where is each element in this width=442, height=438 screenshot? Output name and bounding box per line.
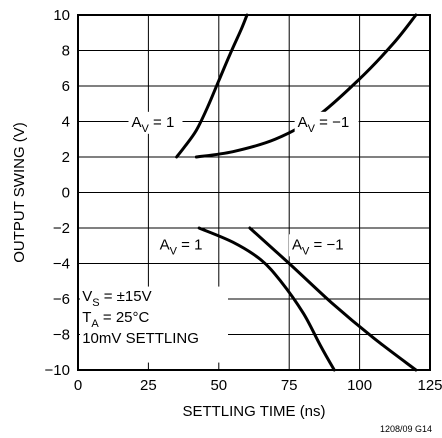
y-tick-label: −6 — [53, 291, 70, 308]
curve-label: AV = 1 — [160, 236, 203, 257]
grid — [78, 15, 430, 370]
conditions-backing — [80, 286, 228, 363]
series-line-0 — [175, 13, 249, 159]
x-tick-label: 125 — [417, 377, 442, 394]
y-tick-label: 0 — [62, 185, 70, 202]
curve-label: AV = −1 — [292, 236, 344, 257]
y-tick-label: 8 — [62, 43, 70, 60]
x-tick-labels: 0 25 50 75 100 125 — [74, 377, 442, 394]
figure-id: 1208/09 G14 — [380, 424, 432, 434]
curve-label-backing — [289, 234, 354, 257]
x-tick-label: 0 — [74, 377, 82, 394]
y-tick-label: 2 — [62, 149, 70, 166]
y-axis-label: OUTPUT SWING (V) — [11, 122, 28, 263]
x-tick-label: 25 — [140, 377, 157, 394]
x-axis-label: SETTLING TIME (ns) — [182, 403, 325, 420]
curve-label-backing — [294, 111, 359, 134]
curve-label: AV = −1 — [298, 114, 350, 135]
y-tick-labels: −10 −8 −6 −4 −2 0 2 4 6 8 10 — [45, 7, 70, 379]
condition-line: 10mV SETTLING — [82, 330, 199, 347]
curve-label: AV = 1 — [132, 114, 175, 135]
series-line-3 — [248, 226, 418, 372]
y-tick-label: 6 — [62, 78, 70, 95]
x-tick-label: 75 — [281, 377, 298, 394]
y-tick-label: −10 — [45, 362, 70, 379]
curve-label-backing — [156, 234, 211, 257]
y-tick-label: −8 — [53, 327, 70, 344]
y-tick-label: −4 — [53, 256, 70, 273]
curve-labels: AV = 1 AV = −1 AV = 1 AV = −1 — [128, 111, 359, 257]
x-tick-label: 50 — [210, 377, 227, 394]
condition-line: TA = 25°C — [82, 309, 149, 330]
y-tick-label: −2 — [53, 220, 70, 237]
series-line-2 — [197, 226, 336, 372]
curve-label-backing — [128, 111, 183, 134]
x-tick-label: 100 — [347, 377, 372, 394]
condition-line: VS = ±15V — [82, 288, 151, 309]
plot-frame — [77, 14, 431, 371]
y-tick-label: 4 — [62, 114, 70, 131]
y-tick-label: 10 — [53, 7, 70, 24]
